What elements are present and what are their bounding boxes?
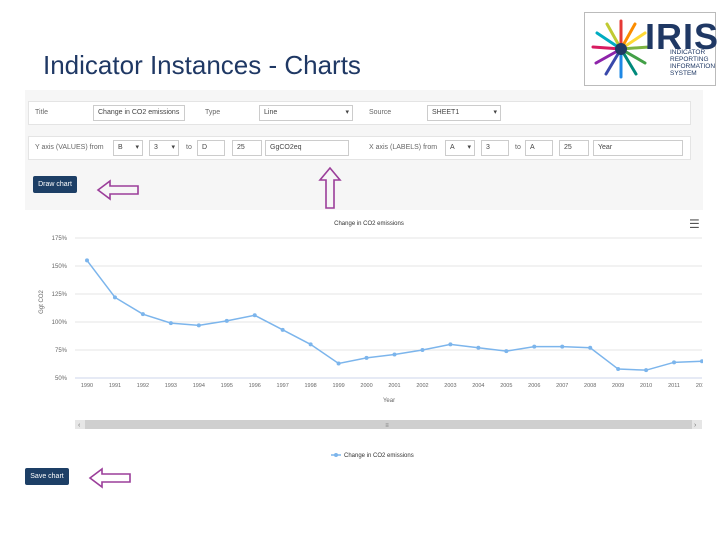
- logo-wordmark: IRIS: [645, 16, 720, 57]
- y-to-label: to: [186, 144, 192, 151]
- x-tick-label: 2000: [360, 383, 372, 389]
- y-series-name-input[interactable]: GgCO2eq: [265, 140, 349, 156]
- chart-title: Change in CO2 emissions: [334, 221, 404, 227]
- x-tick-label: 2009: [612, 383, 624, 389]
- title-input[interactable]: Change in CO2 emissions: [93, 105, 185, 121]
- data-point[interactable]: [476, 345, 481, 350]
- y-to-row-input[interactable]: 25: [232, 140, 262, 156]
- x-tick-label: 2002: [416, 383, 428, 389]
- save-chart-button[interactable]: Save chart: [25, 468, 69, 485]
- x-to-label: to: [515, 144, 521, 151]
- data-point[interactable]: [448, 342, 453, 347]
- sunburst-icon: [591, 19, 651, 79]
- x-to-row-input[interactable]: 25: [559, 140, 589, 156]
- data-point[interactable]: [224, 318, 229, 323]
- x-axis-label: X axis (LABELS) from: [369, 144, 438, 151]
- y-axis-label: Y axis (VALUES) from: [35, 144, 104, 151]
- left-arrow-icon: [96, 179, 139, 201]
- x-to-column-input[interactable]: A: [525, 140, 553, 156]
- x-tick-label: 1999: [332, 383, 344, 389]
- scrollbar-thumb[interactable]: [85, 420, 692, 429]
- data-point[interactable]: [644, 368, 649, 373]
- source-label: Source: [369, 109, 392, 116]
- data-point[interactable]: [252, 313, 257, 318]
- y-from-column-select[interactable]: B: [113, 140, 143, 156]
- x-axis-title: Year: [383, 398, 395, 404]
- x-tick-label: 2006: [528, 383, 540, 389]
- y-tick-label: 75%: [55, 348, 68, 354]
- y-tick-label: 50%: [55, 376, 68, 382]
- x-tick-label: 2001: [388, 383, 400, 389]
- line-chart: Change in CO2 emissions Ggt CO2 Year 50%…: [39, 221, 703, 459]
- data-point[interactable]: [672, 360, 677, 365]
- chart-settings-row-2: Y axis (VALUES) from B 3 to D 25 GgCO2eq…: [28, 136, 691, 160]
- x-tick-label: 1991: [109, 383, 121, 389]
- source-select[interactable]: SHEET1: [427, 105, 501, 121]
- left-arrow-icon: [88, 467, 131, 489]
- data-point[interactable]: [196, 323, 201, 328]
- data-point[interactable]: [504, 349, 509, 354]
- data-point[interactable]: [616, 367, 621, 372]
- chart-area: Change in CO2 emissions Ggt CO2 Year 50%…: [25, 210, 703, 492]
- data-point[interactable]: [364, 355, 369, 360]
- x-tick-label: 1994: [193, 383, 205, 389]
- logo-subtitle: INDICATOR REPORTING INFORMATION SYSTEM: [670, 49, 716, 77]
- up-arrow-icon: [318, 166, 342, 209]
- chart-settings-row-1: Title Change in CO2 emissions Type Line …: [28, 101, 691, 125]
- x-tick-label: 1990: [81, 383, 93, 389]
- legend-label: Change in CO2 emissions: [344, 453, 414, 459]
- x-from-row-input[interactable]: 3: [481, 140, 509, 156]
- slide-title: Indicator Instances - Charts: [43, 50, 361, 80]
- x-tick-label: 1998: [305, 383, 317, 389]
- x-tick-label: 2005: [500, 383, 512, 389]
- data-point[interactable]: [112, 295, 117, 300]
- x-tick-label: 2004: [472, 383, 484, 389]
- data-point[interactable]: [308, 342, 313, 347]
- y-tick-label: 175%: [52, 236, 68, 242]
- data-point[interactable]: [532, 344, 537, 349]
- x-tick-label: 1993: [165, 383, 177, 389]
- data-point[interactable]: [392, 352, 397, 357]
- data-point[interactable]: [700, 359, 703, 364]
- y-to-column-input[interactable]: D: [197, 140, 225, 156]
- x-tick-label: 2003: [444, 383, 456, 389]
- x-tick-label: 2007: [556, 383, 568, 389]
- chart-menu-icon[interactable]: ☰: [689, 217, 700, 231]
- data-point[interactable]: [336, 361, 341, 366]
- x-tick-label: 2010: [640, 383, 652, 389]
- type-select[interactable]: Line: [259, 105, 353, 121]
- data-point[interactable]: [168, 321, 173, 326]
- scrollbar-left-arrow[interactable]: ‹: [78, 422, 81, 429]
- iris-logo: IRIS INDICATOR REPORTING INFORMATION SYS…: [584, 12, 720, 86]
- legend-marker: [334, 453, 338, 457]
- x-tick-label: 2011: [668, 383, 680, 389]
- scrollbar-grip[interactable]: ≡: [385, 423, 389, 429]
- x-tick-label: 1995: [221, 383, 233, 389]
- y-tick-label: 100%: [52, 320, 68, 326]
- x-tick-label: 2012: [696, 383, 703, 389]
- x-name-input[interactable]: Year: [593, 140, 683, 156]
- x-tick-label: 1996: [249, 383, 261, 389]
- y-axis-title: Ggt CO2: [39, 290, 45, 314]
- title-label: Title: [35, 109, 48, 116]
- data-point[interactable]: [588, 345, 593, 350]
- app-screenshot: Title Change in CO2 emissions Type Line …: [25, 90, 703, 492]
- draw-chart-button[interactable]: Draw chart: [33, 176, 77, 193]
- data-point[interactable]: [85, 258, 89, 263]
- data-point[interactable]: [560, 344, 565, 349]
- y-tick-label: 125%: [52, 292, 68, 298]
- data-point[interactable]: [140, 312, 145, 317]
- x-from-column-select[interactable]: A: [445, 140, 475, 156]
- type-label: Type: [205, 109, 221, 116]
- y-tick-label: 150%: [52, 264, 68, 270]
- data-point[interactable]: [420, 348, 425, 352]
- data-point[interactable]: [280, 327, 285, 332]
- x-tick-label: 1997: [277, 383, 289, 389]
- x-tick-label: 1992: [137, 383, 149, 389]
- y-from-row-select[interactable]: 3: [149, 140, 179, 156]
- scrollbar-right-arrow[interactable]: ›: [694, 422, 697, 429]
- x-tick-label: 2008: [584, 383, 596, 389]
- legend[interactable]: Change in CO2 emissions: [331, 453, 414, 459]
